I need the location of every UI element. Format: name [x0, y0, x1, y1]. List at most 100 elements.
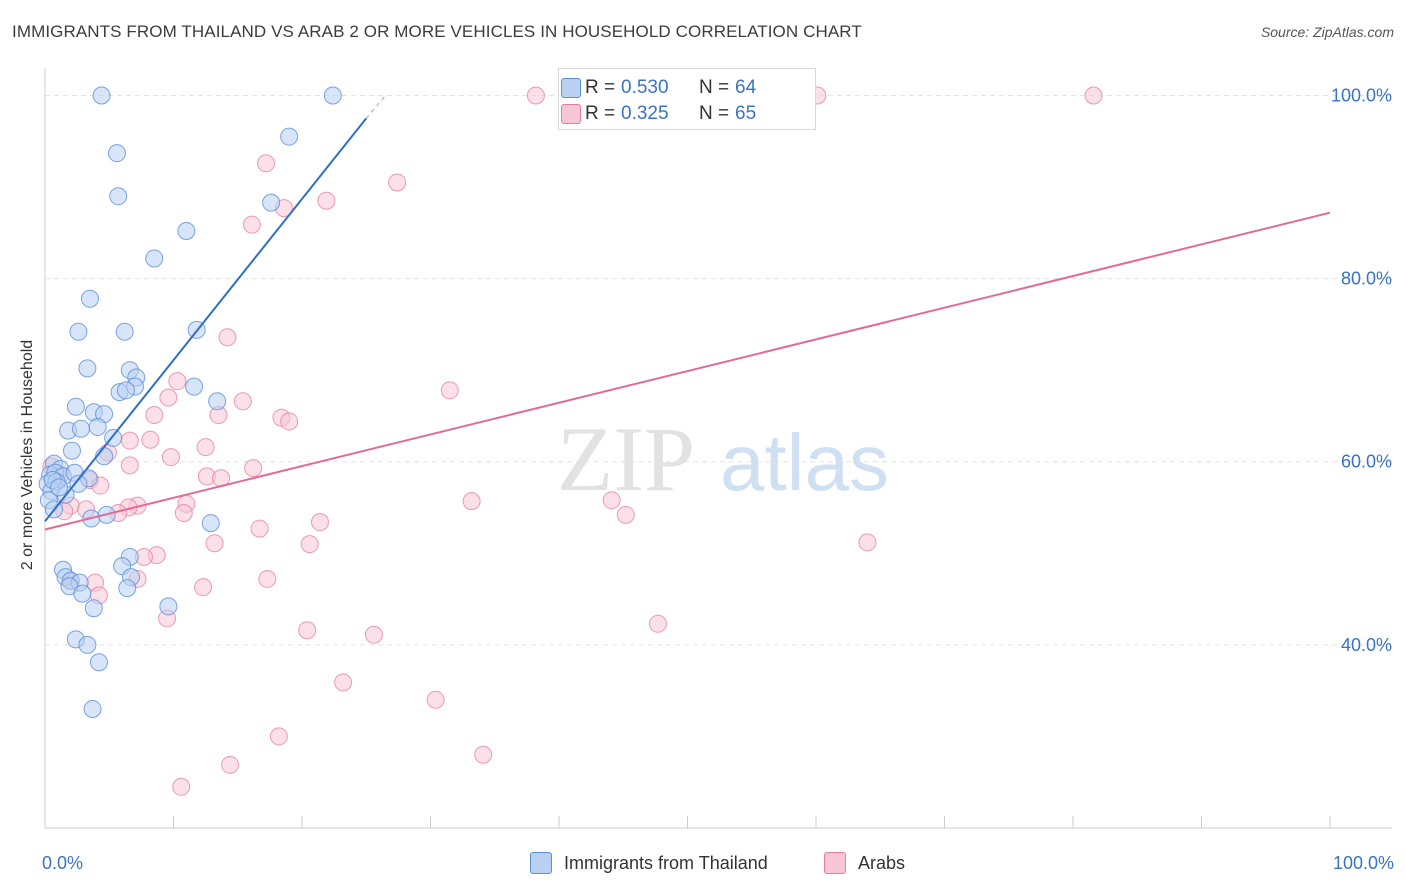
data-point-arabs: [388, 173, 407, 192]
series-legend: Immigrants from Thailand Arabs: [0, 852, 1406, 876]
data-point-thailand: [89, 653, 108, 672]
data-point-arabs: [334, 673, 353, 692]
trend-line-thailand-extension: [365, 94, 387, 119]
data-point-thailand: [280, 127, 299, 146]
tick-labels: 40.0% 60.0% 80.0% 100.0% 0.0% 100.0%: [42, 85, 1394, 873]
legend-r-value: 0.530: [621, 77, 669, 98]
data-point-arabs: [218, 328, 237, 347]
data-point-thailand: [116, 381, 135, 400]
legend-label-thailand: Immigrants from Thailand: [564, 852, 768, 873]
data-point-thailand: [69, 474, 88, 493]
data-point-thailand: [50, 478, 69, 497]
data-point-arabs: [242, 215, 261, 234]
data-point-thailand: [323, 86, 342, 105]
legend-row-thailand: R = 0.530 N = 64: [561, 77, 757, 99]
data-point-thailand: [109, 187, 128, 206]
data-point-thailand: [262, 193, 281, 212]
grid-lines: [45, 94, 1392, 646]
legend-swatch-pink: [561, 104, 581, 124]
data-point-arabs: [298, 621, 317, 640]
data-point-arabs: [172, 777, 191, 796]
y-tick-label: 60.0%: [1341, 452, 1392, 472]
data-point-thailand: [78, 635, 97, 654]
chart-title: IMMIGRANTS FROM THAILAND VS ARAB 2 OR MO…: [12, 22, 862, 41]
legend-item-thailand[interactable]: Immigrants from Thailand: [530, 852, 768, 874]
data-point-thailand: [118, 579, 137, 598]
x-tick-label-max: 100.0%: [1333, 853, 1394, 873]
data-point-thailand: [177, 221, 196, 240]
legend-label-arabs: Arabs: [858, 852, 906, 873]
data-point-arabs: [233, 392, 252, 411]
legend-r-label: R =: [585, 77, 616, 98]
data-point-thailand: [71, 419, 90, 438]
data-point-thailand: [78, 359, 97, 378]
data-point-thailand: [73, 584, 92, 603]
data-point-arabs: [616, 505, 635, 524]
legend-n-label: N =: [699, 77, 730, 98]
data-point-thailand: [62, 441, 81, 460]
legend-n-value: 65: [735, 103, 757, 124]
x-tick-label-min: 0.0%: [42, 853, 83, 873]
source-label: Source: ZipAtlas.com: [1260, 24, 1394, 40]
legend-n-value: 64: [735, 77, 757, 98]
data-point-arabs: [1084, 86, 1103, 105]
data-point-arabs: [145, 406, 164, 425]
series-thailand-points: [38, 86, 342, 718]
data-point-arabs: [426, 690, 445, 709]
data-point-thailand: [185, 377, 204, 396]
legend-r-value: 0.325: [621, 103, 669, 124]
legend-row-arabs: R = 0.325 N = 65: [561, 103, 757, 125]
data-point-arabs: [364, 625, 383, 644]
trend-lines: [44, 94, 1331, 531]
legend-item-arabs[interactable]: Arabs: [824, 852, 905, 874]
data-point-thailand: [201, 514, 220, 533]
legend-n-label: N =: [699, 103, 730, 124]
data-point-thailand: [145, 249, 164, 268]
data-point-thailand: [66, 397, 85, 416]
data-point-arabs: [250, 519, 269, 538]
data-point-arabs: [159, 388, 178, 407]
data-point-arabs: [205, 534, 224, 553]
data-point-thailand: [84, 599, 103, 618]
data-point-arabs: [858, 533, 877, 552]
y-tick-label: 80.0%: [1341, 269, 1392, 289]
data-point-arabs: [194, 578, 213, 597]
data-point-thailand: [159, 597, 178, 616]
data-point-thailand: [208, 392, 227, 411]
data-point-arabs: [300, 535, 319, 554]
data-point-arabs: [120, 431, 139, 450]
y-tick-label: 40.0%: [1341, 635, 1392, 655]
data-point-thailand: [80, 289, 99, 308]
data-point-arabs: [269, 727, 288, 746]
data-point-arabs: [168, 372, 187, 391]
data-point-thailand: [115, 322, 134, 341]
data-point-arabs: [474, 745, 493, 764]
data-point-thailand: [83, 699, 102, 718]
data-point-arabs: [526, 86, 545, 105]
data-point-arabs: [258, 569, 277, 588]
data-point-arabs: [440, 381, 459, 400]
legend-r-label: R =: [585, 103, 616, 124]
legend-swatch-blue: [530, 852, 552, 874]
data-point-thailand: [88, 417, 107, 436]
data-point-arabs: [196, 438, 215, 457]
legend-swatch-pink: [824, 852, 846, 874]
data-point-arabs: [120, 456, 139, 475]
data-point-arabs: [602, 491, 621, 510]
data-point-arabs: [317, 191, 336, 210]
axes: [44, 68, 1392, 829]
watermark-atlas: atlas: [720, 418, 889, 507]
data-point-arabs: [161, 448, 180, 467]
data-point-arabs: [648, 614, 667, 633]
data-point-arabs: [221, 755, 240, 774]
data-point-arabs: [244, 459, 263, 478]
watermark-zip: ZIP: [557, 408, 695, 510]
data-point-arabs: [280, 412, 299, 431]
data-point-arabs: [462, 492, 481, 511]
data-point-arabs: [257, 154, 276, 173]
y-tick-label: 100.0%: [1331, 85, 1392, 105]
legend-swatch-blue: [561, 78, 581, 98]
data-point-thailand: [95, 447, 114, 466]
trend-line-thailand: [44, 117, 368, 522]
